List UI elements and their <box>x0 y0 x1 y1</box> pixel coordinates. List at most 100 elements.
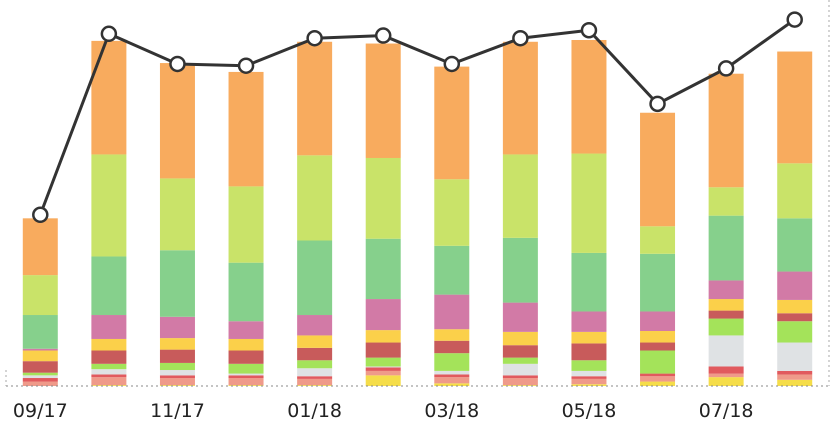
bar-segment <box>640 373 676 377</box>
bar-segment <box>365 370 401 376</box>
bar-segment <box>22 275 58 316</box>
bar-stacks <box>22 39 813 386</box>
bar-segment <box>777 342 813 371</box>
bar-segment <box>365 375 401 386</box>
bar-segment <box>777 271 813 300</box>
bar-segment <box>777 370 813 375</box>
bar-segment <box>228 350 264 364</box>
bar-segment <box>502 331 538 346</box>
bar-segment <box>91 363 127 370</box>
bar-stack <box>777 51 813 386</box>
bar-segment <box>365 366 401 368</box>
bar-segment <box>228 71 264 187</box>
bar-segment <box>228 378 264 386</box>
bar-segment <box>434 179 470 246</box>
bar-segment <box>365 330 401 343</box>
bar-segment <box>502 375 538 379</box>
bar-stack <box>228 71 264 386</box>
bar-segment <box>159 316 195 339</box>
bar-segment <box>502 302 538 332</box>
bar-segment <box>640 342 676 351</box>
bar-segment <box>297 41 333 156</box>
bar-segment <box>708 373 744 378</box>
bar-segment <box>22 350 58 362</box>
bar-segment <box>91 374 127 378</box>
bar-segment <box>777 218 813 272</box>
bar-segment <box>159 178 195 251</box>
bar-segment <box>91 369 127 375</box>
x-tick-label: 05/18 <box>562 400 617 422</box>
bar-segment <box>571 153 607 253</box>
bar-segment <box>159 378 195 386</box>
bar-stack <box>22 218 58 386</box>
x-tick-label: 09/17 <box>13 400 68 422</box>
line-point <box>580 21 598 39</box>
line-point <box>169 55 186 73</box>
line-point <box>100 25 118 43</box>
bar-segment <box>640 112 676 227</box>
bar-segment <box>22 375 58 379</box>
bar-segment <box>91 377 127 386</box>
bar-segment <box>228 321 264 339</box>
bar-segment <box>708 366 744 374</box>
bar-stack <box>91 40 127 386</box>
bar-segment <box>159 63 195 179</box>
bar-segment <box>22 372 58 376</box>
bar-segment <box>571 311 607 332</box>
bar-segment <box>777 51 813 164</box>
bar-segment <box>571 39 607 154</box>
bar-stack <box>434 66 470 386</box>
bar-segment <box>228 363 264 374</box>
bar-segment <box>502 154 538 238</box>
bar-segment <box>228 262 264 322</box>
bar-segment <box>297 376 333 379</box>
bar-segment <box>571 360 607 371</box>
bar-segment <box>22 361 58 373</box>
bar-segment <box>297 378 333 386</box>
bar-segment <box>22 315 58 349</box>
bar-segment <box>91 154 127 257</box>
bar-segment <box>434 377 470 384</box>
bar-segment <box>571 252 607 312</box>
bar-segment <box>22 218 58 276</box>
bar-segment <box>159 338 195 350</box>
bar-segment <box>777 321 813 343</box>
bar-segment <box>502 345 538 358</box>
bar-segment <box>571 343 607 361</box>
bar-stack <box>297 41 333 386</box>
bar-segment <box>22 378 58 382</box>
bar-segment <box>297 360 333 369</box>
line-point <box>512 29 529 47</box>
bar-stack <box>708 73 744 386</box>
bar-segment <box>434 353 470 371</box>
bar-segment <box>640 330 676 343</box>
bar-segment <box>91 315 127 339</box>
bar-segment <box>708 187 744 216</box>
bar-stack <box>159 63 195 386</box>
x-tick-label: 03/18 <box>424 400 479 422</box>
bar-segment <box>571 370 607 377</box>
bar-segment <box>708 318 744 336</box>
bar-segment <box>297 240 333 316</box>
bar-stack <box>571 39 607 386</box>
x-tick-label: 11/17 <box>150 400 205 422</box>
bar-segment <box>297 385 333 386</box>
bar-segment <box>777 299 813 314</box>
bar-segment <box>365 238 401 300</box>
bar-segment <box>434 329 470 341</box>
bar-segment <box>640 226 676 254</box>
bar-segment <box>502 41 538 155</box>
bar-segment <box>365 299 401 331</box>
bar-segment <box>571 384 607 386</box>
bar-segment <box>640 350 676 374</box>
bar-segment <box>159 375 195 379</box>
series-line <box>38 18 796 216</box>
bar-segment <box>159 362 195 371</box>
line-point <box>717 60 735 77</box>
bar-segment <box>777 379 813 386</box>
bar-segment <box>434 383 470 386</box>
line-point <box>443 55 461 73</box>
bar-segment <box>708 73 744 188</box>
bar-segment <box>708 310 744 319</box>
